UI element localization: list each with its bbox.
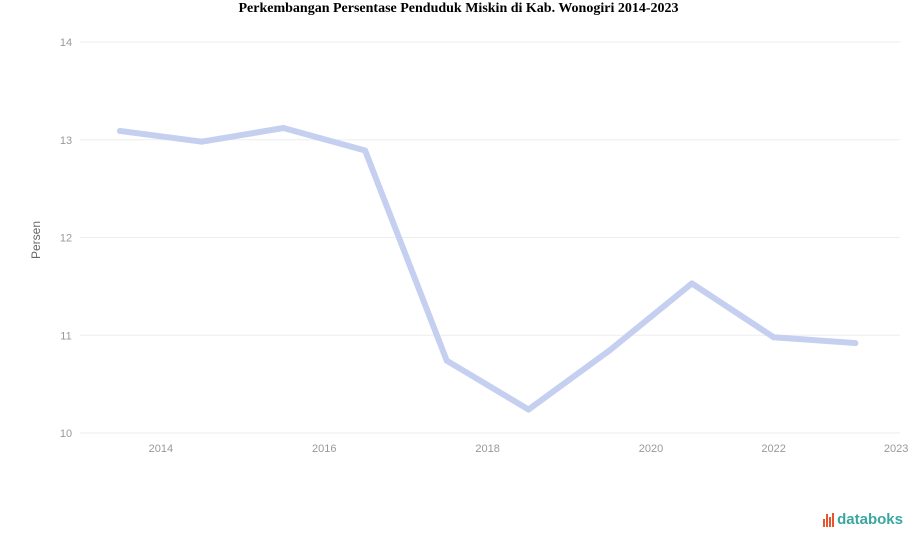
databoks-logo: databoks	[823, 511, 903, 528]
data-point	[607, 346, 614, 353]
logo-text: databoks	[837, 511, 903, 528]
data-point	[117, 127, 123, 134]
data-point	[280, 125, 287, 132]
data-point	[688, 280, 695, 287]
data-point	[770, 334, 777, 341]
x-tick-label: 2014	[149, 443, 173, 455]
y-tick-label: 11	[60, 330, 71, 342]
data-point	[525, 406, 532, 413]
data-point	[852, 340, 859, 347]
y-tick-label: 13	[60, 135, 72, 147]
chart-title: Perkembangan Persentase Penduduk Miskin …	[238, 1, 679, 16]
data-point	[362, 147, 369, 154]
series-line	[117, 125, 859, 413]
y-tick-label: 10	[60, 428, 72, 440]
data-point	[443, 357, 450, 364]
x-tick-label: 2020	[639, 443, 663, 455]
x-tick-label: 2018	[475, 443, 499, 455]
y-tick-label: 12	[60, 233, 72, 245]
logo-icon	[823, 512, 835, 527]
y-tick-label: 14	[60, 37, 72, 49]
x-tick-label: 2023	[884, 443, 908, 455]
y-axis-label: Persen	[29, 221, 43, 259]
data-point	[198, 138, 205, 145]
x-tick-label: 2016	[312, 443, 336, 455]
x-tick-label: 2022	[761, 443, 785, 455]
